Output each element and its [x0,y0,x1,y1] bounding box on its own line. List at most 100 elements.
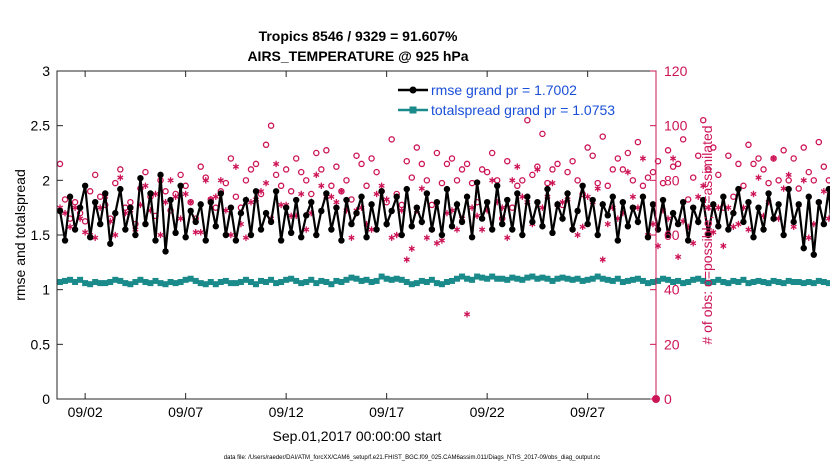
asterisk-stroke [514,164,521,169]
rmse-point [212,223,219,230]
possible-obs-point [277,182,285,190]
left-y-tick-label: 2.5 [31,118,51,134]
assimilated-obs-point [474,212,481,220]
rmse-point [529,218,536,226]
rmse-point [755,204,762,211]
totalspread-point [122,280,129,287]
possible-obs-point [684,196,692,203]
totalspread-point [217,279,224,286]
rmse-point [137,174,144,182]
possible-obs-point [740,182,747,190]
possible-obs-point [227,155,235,162]
asterisk-stroke [780,186,787,191]
assimilated-obs-point [378,182,385,189]
left-y-tick-label: 2 [42,172,50,188]
assimilated-obs-point [257,188,265,195]
possible-obs-point [232,193,240,200]
totalspread-point [594,273,601,280]
asterisk-stroke [745,227,752,232]
rmse-point [504,196,511,204]
possible-obs-point [353,152,360,159]
totalspread-point [207,279,214,286]
left-y-tick-label: 0.5 [31,336,51,352]
legend-spread-marker [409,106,417,114]
totalspread-point [338,279,345,286]
possible-obs-point [297,168,305,176]
asterisk-stroke [157,232,164,238]
asterisk-stroke [715,205,722,210]
asterisk-stroke [579,224,586,229]
asterisk-stroke [152,191,159,197]
totalspread-point [649,279,656,286]
totalspread-point [388,276,395,283]
asterisk-stroke [559,200,566,205]
rmse-point [81,182,89,189]
rmse-point [478,215,486,222]
asterisk-stroke [162,200,169,205]
possible-obs-point [252,160,260,168]
assimilated-obs-point [177,215,184,222]
left-y-tick-label: 1.5 [31,227,51,243]
assimilated-obs-point [162,199,169,206]
asterisk-stroke [489,178,496,183]
rmse-point [564,190,571,197]
rmse-point [684,237,692,244]
rmse-point [458,218,466,226]
possible-obs-point [242,177,250,184]
totalspread-point [247,279,254,286]
rmse-point [569,226,576,233]
rmse-point [453,201,461,208]
rmse-point [695,218,702,226]
rmse-point [227,204,235,211]
possible-obs-point [358,160,365,168]
totalspread-point [438,281,445,288]
totalspread-point [187,275,194,282]
rmse-point [468,233,476,241]
assimilated-obs-point [700,182,707,189]
possible-obs-point [589,152,596,159]
totalspread-point [644,280,651,287]
assimilated-obs-point [423,234,430,241]
assimilated-obs-point [232,163,239,170]
assimilated-obs-point [112,231,119,239]
totalspread-point [293,277,300,284]
possible-obs-point [403,157,411,165]
possible-obs-point [775,177,782,184]
asterisk-stroke [368,227,375,232]
assimilated-obs-point [388,234,395,241]
rmse-point [217,190,225,197]
totalspread-point [368,279,375,286]
possible-obs-point [328,182,335,190]
rmse-point [579,182,586,189]
assimilated-obs-point [418,185,425,192]
totalspread-point [147,280,154,287]
rmse-point [730,209,737,217]
assimilated-obs-point [197,229,204,236]
rmse-point [539,223,546,230]
assimilated-obs-point [549,179,556,187]
assimilated-obs-point [82,229,89,236]
totalspread-series [57,273,830,288]
totalspread-point [212,281,219,288]
possible-obs-point [272,171,280,179]
possible-obs-point [453,177,461,184]
totalspread-point [765,280,772,287]
data-file-footer: data file: /Users/raeder/DAI/ATM_forcXX/… [224,455,600,461]
possible-obs-point [433,149,441,157]
rmse-point [277,237,285,244]
totalspread-point [323,279,330,286]
totalspread-point [348,274,355,281]
totalspread-point [278,279,285,286]
totalspread-point [514,275,521,282]
rmse-point [770,215,777,222]
totalspread-point [378,273,385,280]
totalspread-point [705,280,712,287]
rmse-point [303,212,310,219]
totalspread-point [87,281,94,288]
legend-rmse-label: rmse grand pr = 1.7002 [431,82,577,98]
possible-obs-point [413,144,421,151]
rmse-point [795,201,802,208]
asterisk-stroke [700,183,707,188]
asterisk-stroke [805,235,812,240]
rmse-point [629,204,637,211]
